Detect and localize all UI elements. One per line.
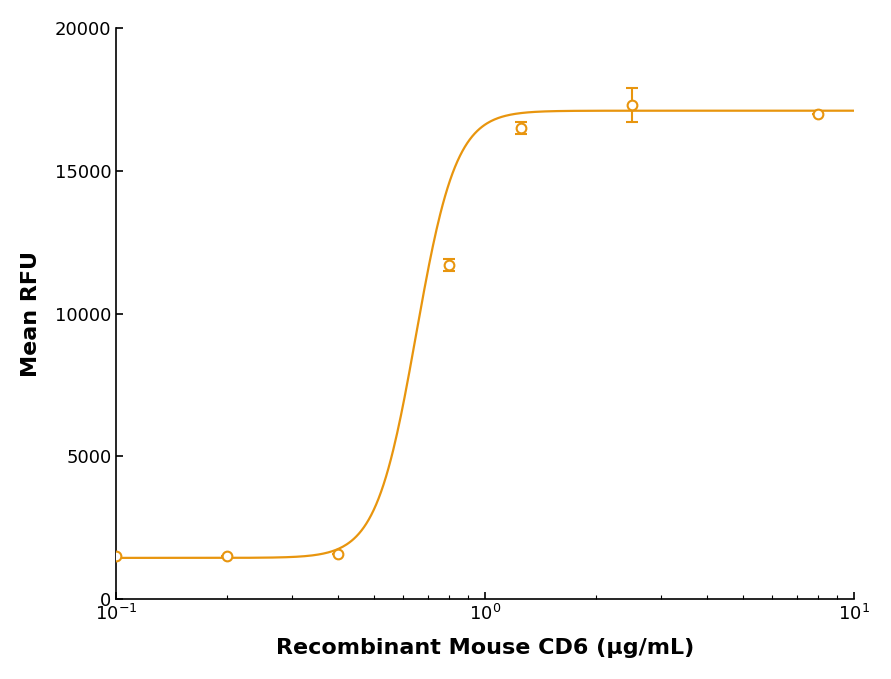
X-axis label: Recombinant Mouse CD6 (μg/mL): Recombinant Mouse CD6 (μg/mL): [276, 638, 694, 658]
Y-axis label: Mean RFU: Mean RFU: [20, 251, 41, 377]
